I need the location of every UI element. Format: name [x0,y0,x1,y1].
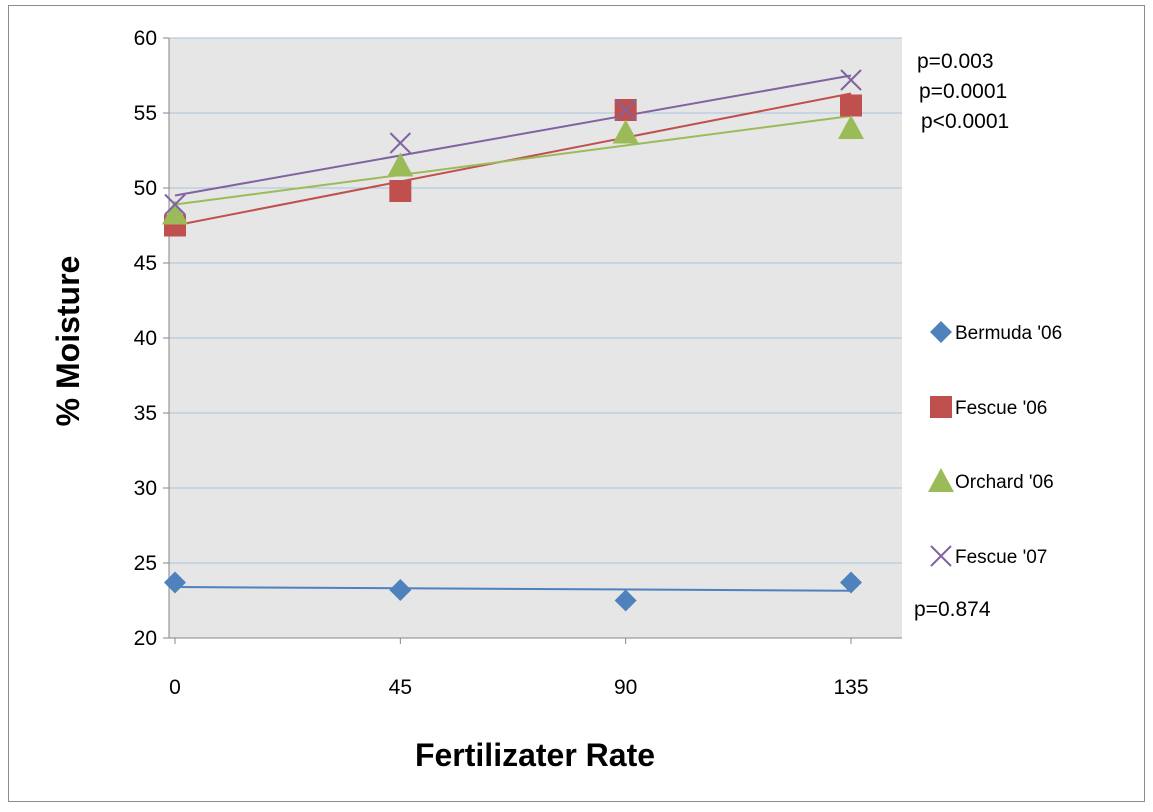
data-markers [162,69,864,612]
data-point-s3-2 [614,99,637,121]
y-tick-label: 40 [134,327,157,350]
data-point-s0-0 [164,571,186,594]
data-point-s3-1 [389,132,412,154]
legend-marker-0 [930,321,952,343]
legend-marker-1 [930,396,952,418]
x-tick-label: 135 [833,676,868,699]
legend-marker-3-stroke [930,545,952,567]
data-point-s3-2-stroke [614,99,637,121]
p-value-label: p<0.0001 [921,110,1009,133]
data-point-s2-2 [612,119,639,144]
x-tick-label: 90 [614,676,637,699]
y-tick-label: 20 [134,627,157,650]
p-value-label: p=0.874 [914,598,991,621]
data-point-s2-0 [162,200,188,225]
legend-label: Fescue '06 [955,398,1047,419]
trendlines [174,74,852,592]
y-tick-label: 60 [134,27,157,50]
y-tick-label: 55 [134,102,157,125]
data-point-s3-3 [840,69,862,91]
y-tick-label: 25 [134,552,157,575]
y-tick-label: 50 [134,177,157,200]
data-point-s3-1-stroke [389,132,412,154]
legend-label: Fescue '07 [955,547,1047,568]
gridlines [169,37,902,564]
p-value-label: p=0.0001 [919,80,1007,103]
legend-label: Orchard '06 [955,472,1054,493]
p-value-label: p=0.003 [917,50,994,73]
chart-frame: 20 25 30 35 40 45 50 55 60 0 45 90 135 p=0.003 p=0.00… [8,5,1145,802]
y-tick-label: 45 [134,252,157,275]
data-point-s0-2 [614,589,637,612]
data-point-s0-1 [389,579,412,601]
y-axis-title: % Moisture [50,256,86,427]
data-point-s3-0-stroke [164,193,186,216]
data-point-s0-3 [840,571,862,594]
annotations: p=0.003 p=0.0001 p<0.0001 p=0.874 [914,50,1009,621]
data-point-s1-1 [389,180,412,202]
legend-label: Bermuda '06 [955,323,1062,344]
data-point-s3-0 [164,193,186,216]
y-tick-label: 35 [134,402,157,425]
y-tick-label: 30 [134,477,157,500]
trendline-3 [174,74,852,197]
legend-marker-2 [928,468,954,493]
data-point-s3-3-stroke [840,69,862,91]
legend: Bermuda '06 Fescue '06 Orchard '06 Fescue '… [928,321,1062,568]
data-point-s2-1 [387,152,414,177]
x-tick-label: 45 [389,676,412,699]
axes: 20 25 30 35 40 45 50 55 60 0 45 90 135 [134,27,902,699]
data-point-s1-3 [840,94,862,117]
data-point-s2-3 [838,115,864,140]
trendline-2 [174,115,852,206]
x-tick-label: 0 [169,676,181,699]
legend-marker-3 [930,545,952,567]
trendline-0 [174,586,852,592]
x-axis-title: Fertilizater Rate [415,737,655,773]
